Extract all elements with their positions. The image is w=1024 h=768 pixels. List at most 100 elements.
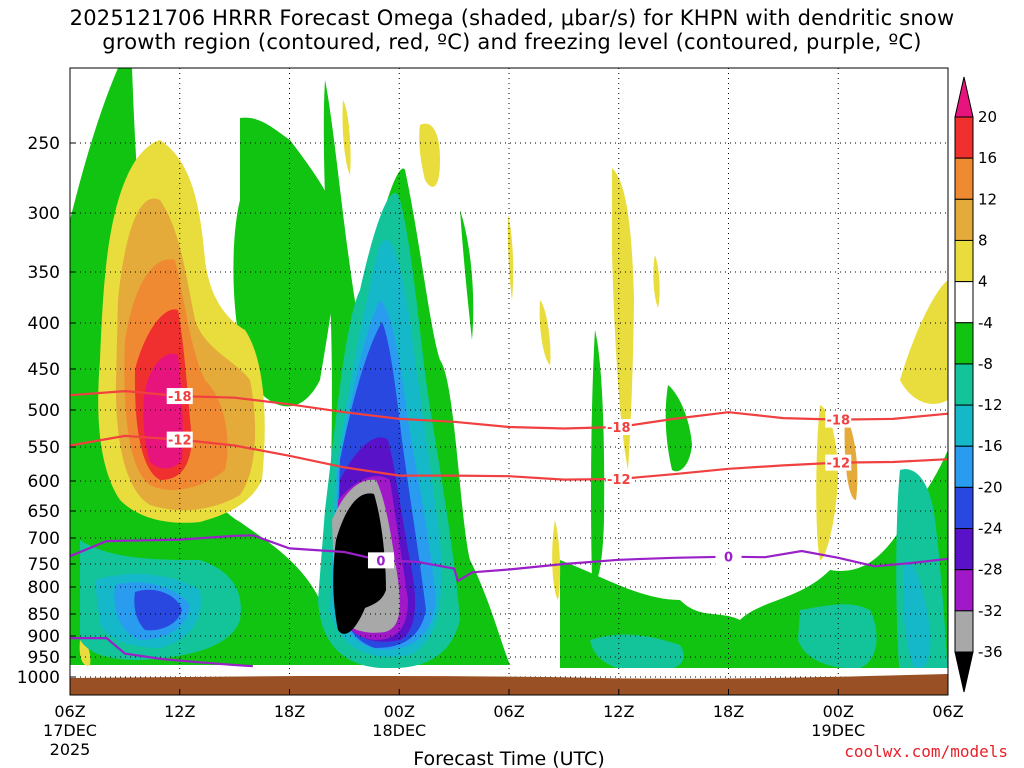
contour-label: -12: [607, 473, 631, 488]
y-tick-label: 400: [28, 314, 60, 334]
colorbar-over-triangle: [954, 76, 974, 118]
y-tick-label: 800: [28, 578, 60, 598]
y-tick-label: 450: [28, 360, 60, 380]
colorbar-label: -20: [978, 478, 1003, 496]
x-tick-label: 12Z: [164, 702, 195, 721]
contour-label: -12: [168, 434, 192, 449]
y-tick-label: 300: [28, 204, 60, 224]
contour-line: [69, 534, 949, 583]
contour-label: -18: [607, 421, 631, 436]
omega-area-yellow-spike5: [653, 255, 660, 308]
x-tick-label: 06Z: [493, 702, 524, 721]
colorbar-label: -36: [978, 643, 1003, 661]
y-tick-label: 1000: [17, 668, 60, 688]
x-tick-label: 00Z: [384, 702, 415, 721]
colorbar-bin: [954, 198, 974, 241]
contour-label-bg: [605, 419, 632, 436]
y-tick-label: 650: [28, 502, 60, 522]
omega-area-green-streak2: [665, 385, 692, 472]
colorbar-label: -4: [978, 314, 993, 332]
colorbar-under-triangle: [954, 651, 974, 693]
contour-label: -12: [827, 457, 851, 472]
x-tick-label: 06Z: [54, 702, 85, 721]
x-axis-title: Forecast Time (UTC): [413, 748, 604, 768]
x-tick-label: 06Z: [932, 702, 963, 721]
y-tick-label: 900: [28, 627, 60, 647]
omega-area-green-streak3: [460, 210, 474, 340]
y-tick-label: 700: [28, 529, 60, 549]
colorbar: 20 16 12 8 4 -4 -8 -12 -16 -20 -24 -28 -32 -36: [954, 76, 1003, 693]
contour-label-bg: [367, 552, 394, 569]
colorbar-bin: [954, 486, 974, 530]
colorbar-label: -28: [978, 561, 1003, 579]
x-tick-date-label: 17DEC: [43, 721, 97, 740]
x-tick-label: 18Z: [274, 702, 305, 721]
x-tick-label: 12Z: [603, 702, 634, 721]
omega-area-blue-left: [134, 589, 182, 631]
omega-area-black-column: [333, 493, 386, 634]
y-tick-label: 950: [28, 648, 60, 668]
y-tick-label: 600: [28, 472, 60, 492]
omega-area-green-streak1: [591, 330, 605, 582]
colorbar-label: -32: [978, 602, 1003, 620]
omega-area-cyan-right: [903, 560, 931, 671]
omega-area-yellow-spike4: [539, 300, 551, 365]
colorbar-bin: [954, 610, 974, 653]
colorbar-bin: [954, 116, 974, 159]
omega-area-yellow-spike1: [612, 168, 634, 470]
colorbar-bin: [954, 239, 974, 283]
contour-line: [70, 637, 253, 668]
contour-label-bg: [166, 388, 193, 405]
colorbar-bin: [954, 281, 974, 324]
colorbar-bin: [954, 528, 974, 571]
contour-line: [69, 434, 949, 481]
contour-label-bg: [605, 470, 632, 487]
x-tick-date-label: 18DEC: [372, 721, 426, 740]
colorbar-label: 12: [978, 190, 997, 208]
omega-area-yellow-right: [900, 280, 948, 404]
colorbar-bin: [954, 404, 974, 447]
omega-area-yellow-band: [816, 405, 838, 560]
y-tick-label: 250: [28, 134, 60, 154]
chart-title-line1: 2025121706 HRRR Forecast Omega (shaded, …: [69, 6, 955, 30]
colorbar-label: -16: [978, 437, 1003, 455]
colorbar-label: -24: [978, 520, 1003, 538]
x-tick-year-label: 2025: [50, 740, 91, 759]
colorbar-label: 4: [978, 273, 988, 291]
contour-label-bg: [825, 411, 852, 428]
temperature-contours: -18 -18 -18 -12 -12 -12 0 0: [69, 388, 949, 668]
omega-area-yellow-blob7: [552, 520, 561, 600]
colorbar-label: 8: [978, 231, 988, 249]
omega-area-teal-right: [798, 604, 877, 669]
contour-label: 0: [724, 551, 733, 566]
omega-area-teal-mid: [590, 634, 684, 672]
chart-title-line2: growth region (contoured, red, ºC) and f…: [102, 30, 922, 54]
colorbar-bin: [954, 445, 974, 488]
omega-area-yellow-spike3: [507, 215, 514, 300]
contour-label: 0: [376, 554, 385, 569]
colorbar-label: -12: [978, 396, 1003, 414]
colorbar-bin: [954, 157, 974, 200]
y-tick-label: 350: [28, 263, 60, 283]
colorbar-bin: [954, 363, 974, 406]
credit-link[interactable]: coolwx.com/models: [844, 742, 1008, 761]
x-tick-date-label: 19DEC: [811, 721, 865, 740]
x-tick-label: 00Z: [823, 702, 854, 721]
y-axis-pressure-labels: 2503003504004505005506006507007508008509…: [17, 134, 76, 688]
x-tick-label: 18Z: [713, 702, 744, 721]
contour-label-bg: [825, 454, 852, 471]
omega-shaded-field: [70, 68, 948, 680]
contour-label-bg: [166, 431, 193, 448]
colorbar-label: -8: [978, 355, 993, 373]
y-tick-label: 500: [28, 401, 60, 421]
y-tick-label: 550: [28, 438, 60, 458]
colorbar-bin: [954, 322, 974, 365]
omega-area-yellow-spike2: [419, 123, 440, 187]
contour-label: -18: [827, 414, 851, 429]
colorbar-bin: [954, 569, 974, 612]
contour-label: -18: [168, 390, 192, 405]
omega-area-yellow-spike6: [342, 100, 351, 175]
contour-line: [69, 389, 949, 430]
